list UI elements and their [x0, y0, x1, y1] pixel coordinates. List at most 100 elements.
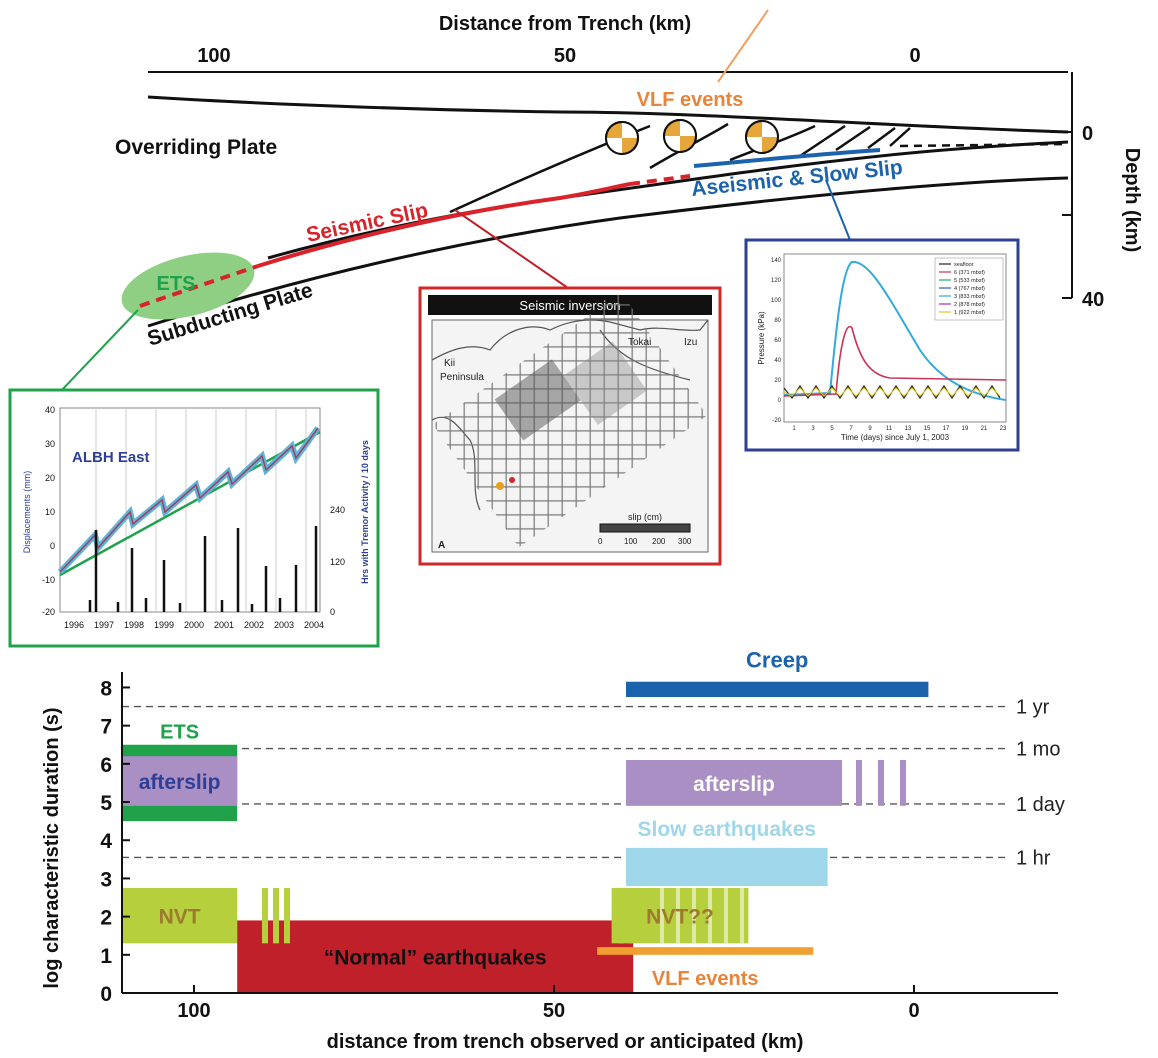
slip-scale-tick: 300 [678, 537, 692, 546]
nvt-hatch [724, 887, 728, 944]
pressure-y-tick: -20 [772, 418, 781, 424]
overriding-plate-label: Overriding Plate [115, 136, 277, 159]
pressure-y-tick: 40 [774, 358, 781, 364]
top-x-tick-50: 50 [554, 45, 576, 67]
y-tick-label: 6 [100, 754, 112, 777]
pressure-y-tick: 0 [778, 398, 782, 404]
depth-label-40: 40 [1082, 289, 1104, 311]
bar-label: afterslip [693, 773, 775, 796]
pressure-y-ticks: 140 120 100 80 60 40 20 0 -20 [771, 258, 782, 424]
seismic-slip-line [257, 182, 631, 268]
duration-bar [122, 756, 238, 806]
legend-label: seafloor [954, 262, 974, 268]
slip-scale-tick: 100 [624, 537, 638, 546]
duration-chart: log characteristic duration (s) distance… [41, 648, 1065, 1053]
vlf-leader-line [717, 9, 769, 83]
bar-label: NVT [159, 906, 201, 929]
slip-scale-bar [599, 523, 691, 533]
overriding-plate-surface [147, 95, 1069, 134]
x-tick-label: 0 [908, 1000, 919, 1022]
top-x-tick-100: 100 [197, 45, 230, 67]
legend-label: 5 (533 mbsf) [954, 278, 985, 284]
pressure-x-ticks: 1 3 5 7 9 11 13 15 17 19 21 23 [792, 426, 1007, 432]
chart-xlabel: distance from trench observed or anticip… [327, 1031, 804, 1053]
legend-label: 4 (767 mbsf) [954, 286, 985, 292]
depth-axis-title: Depth (km) [1121, 148, 1143, 252]
reference-label: 1 hr [1016, 847, 1051, 869]
vlf-events-label: VLF events [637, 89, 744, 111]
gps-y-ticks: 40 30 20 10 0 -10 -20 [42, 405, 55, 617]
nvt-stripe [618, 887, 624, 944]
reference-label: 1 mo [1016, 739, 1060, 761]
nvt-hatch [692, 887, 696, 944]
gps-x-ticks: 1996 1997 1998 1999 2000 2001 2002 2003 … [64, 620, 324, 630]
trench-dashed [899, 142, 1069, 148]
gps-model [59, 427, 319, 573]
gps-y-tick: -10 [42, 575, 55, 585]
pressure-x-tick: 15 [924, 426, 931, 432]
legend-label: 6 (371 mbsf) [954, 270, 985, 276]
y-tick-label: 2 [100, 907, 112, 930]
seismic-slip-label: Seismic Slip [304, 199, 430, 247]
pressure-y-tick: 100 [771, 298, 782, 304]
duration-bar [597, 947, 814, 955]
pressure-y-tick: 60 [774, 338, 781, 344]
slip-scale-label: slip (cm) [628, 512, 662, 522]
top-x-tick-0: 0 [909, 45, 920, 67]
chart-axes: 0 1 2 3 4 5 6 7 8 100 50 0 [100, 672, 1058, 1022]
afterslip-stripe [878, 760, 884, 806]
distance-title: Distance from Trench (km) [439, 13, 691, 35]
gps-x-tick: 2002 [244, 620, 264, 630]
y-tick-label: 5 [100, 792, 112, 815]
gps-trend-line [59, 430, 321, 577]
gps-right-ticks: 240 120 0 [330, 505, 345, 617]
gps-y-tick: 0 [50, 541, 55, 551]
pressure-y-tick: 140 [771, 258, 782, 264]
nvt-hatch [708, 887, 712, 944]
seismic-panel-title: Seismic inversion [519, 298, 620, 313]
pressure-curve-3 [783, 260, 1007, 401]
duration-bar [626, 681, 929, 698]
gps-left-ylabel: Displacements (mm) [22, 471, 32, 554]
pressure-x-tick: 13 [905, 426, 912, 432]
pressure-x-tick: 5 [830, 426, 834, 432]
slip-scale-tick: 200 [652, 537, 666, 546]
nvt-hatch [676, 887, 680, 944]
ets-leader-line [59, 309, 139, 393]
gps-x-tick: 1998 [124, 620, 144, 630]
pressure-legend: seafloor 6 (371 mbsf) 5 (533 mbsf) 4 (76… [934, 257, 1004, 321]
pressure-y-tick: 120 [771, 278, 782, 284]
ets-dashed-slip [139, 264, 259, 308]
duration-bars [122, 681, 929, 993]
gps-y-tick: 20 [45, 473, 55, 483]
gps-right-ylabel: Hrs with Tremor Activity / 10 days [360, 440, 370, 584]
legend-label: 2 (878 mbsf) [954, 302, 985, 308]
gps-x-tick: 1997 [94, 620, 114, 630]
nvt-hatch [660, 887, 664, 944]
nvt-stripe [262, 887, 268, 944]
pressure-x-tick: 1 [792, 426, 796, 432]
splay-fault-5 [835, 125, 871, 152]
tremor-bars [88, 526, 318, 612]
gps-station-title: ALBH East [72, 449, 150, 466]
pressure-xlabel: Time (days) since July 1, 2003 [841, 433, 950, 442]
y-tick-label: 4 [100, 830, 112, 853]
map-label-tokai: Tokai [628, 337, 651, 348]
pressure-x-tick: 7 [849, 426, 853, 432]
reference-lines: 1 yr 1 mo 1 day 1 hr [122, 697, 1065, 869]
hypocenter-marker [496, 482, 504, 490]
nvt-stripe [284, 887, 290, 944]
duration-bar [237, 920, 634, 993]
epicenter-marker [509, 477, 515, 483]
beachball-icon [663, 119, 697, 153]
pressure-x-tick: 19 [962, 426, 969, 432]
bar-label: “Normal” earthquakes [324, 947, 547, 970]
gps-y-tick: 40 [45, 405, 55, 415]
gps-right-tick: 0 [330, 607, 335, 617]
nvt-stripe [628, 887, 634, 944]
ets-label: ETS [157, 273, 196, 295]
pressure-x-tick: 23 [1000, 426, 1007, 432]
gps-x-tick: 2001 [214, 620, 234, 630]
duration-bar [626, 760, 842, 806]
